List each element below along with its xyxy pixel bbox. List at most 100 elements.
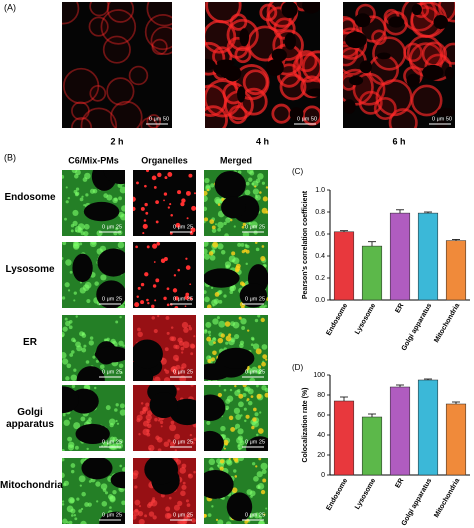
speckle xyxy=(139,410,144,415)
colocalized xyxy=(231,251,236,256)
cell xyxy=(151,38,168,56)
organelle xyxy=(163,199,165,202)
speckle xyxy=(190,344,196,349)
cell xyxy=(229,13,248,31)
speckle xyxy=(133,472,138,480)
speckle xyxy=(168,496,172,500)
speckle xyxy=(134,485,138,489)
speckle xyxy=(254,412,259,417)
speckle xyxy=(190,352,194,356)
scale-label: 0 μm 25 xyxy=(173,369,193,375)
speckle xyxy=(148,501,153,507)
organelle xyxy=(133,196,136,202)
nucleus xyxy=(94,346,125,363)
cell xyxy=(150,26,172,56)
scale-label: 0 μm 25 xyxy=(173,439,193,445)
speckle xyxy=(151,498,156,503)
speckle xyxy=(237,444,241,447)
cell xyxy=(62,2,80,25)
speckle xyxy=(217,519,224,524)
speckle xyxy=(151,316,155,320)
colocalized xyxy=(213,341,216,345)
cell xyxy=(88,16,109,37)
speckle xyxy=(254,318,259,323)
organelle xyxy=(181,198,186,203)
colocalized xyxy=(253,407,257,412)
micrograph: 0 μm 25 xyxy=(62,458,125,524)
speckle xyxy=(64,317,68,321)
speckle xyxy=(83,223,90,230)
micrograph: 0 μm 25 xyxy=(62,315,125,381)
nucleus xyxy=(144,458,179,485)
nucleus xyxy=(133,339,163,369)
speckle xyxy=(138,518,145,524)
speckle xyxy=(174,433,181,440)
cell xyxy=(442,42,455,65)
speckle xyxy=(62,503,65,506)
y-tick-label: 20 xyxy=(317,452,325,459)
scale-label: 0 μm 25 xyxy=(245,369,265,375)
cell xyxy=(140,117,158,128)
micrograph: 0 μm 50 xyxy=(343,2,455,128)
texture xyxy=(204,242,268,308)
colocalized xyxy=(262,478,267,483)
speckle xyxy=(181,351,184,354)
speckle xyxy=(134,499,141,506)
speckle xyxy=(260,462,268,470)
speckle xyxy=(96,500,99,503)
speckle xyxy=(205,321,212,328)
micrograph: 0 μm 25 xyxy=(133,242,196,308)
cell xyxy=(421,41,448,67)
speckle xyxy=(84,502,89,507)
speckle xyxy=(153,328,158,334)
speckle xyxy=(81,347,87,353)
colocalized xyxy=(247,329,250,332)
speckle xyxy=(73,422,81,430)
y-tick-label: 80 xyxy=(317,392,325,399)
cell xyxy=(106,2,135,23)
speckle xyxy=(182,481,186,485)
speckle xyxy=(75,315,78,318)
vacuole xyxy=(348,75,364,86)
speckle xyxy=(230,337,236,343)
colocalized xyxy=(211,225,216,230)
speckle xyxy=(186,503,191,507)
speckle xyxy=(182,518,188,524)
speckle xyxy=(96,230,103,236)
speckle xyxy=(242,392,247,398)
speckle xyxy=(211,299,218,306)
organelle xyxy=(185,190,191,196)
speckle xyxy=(250,221,258,229)
x-tick-label: Endosome xyxy=(325,302,349,337)
nucleus xyxy=(110,471,125,489)
vacuole xyxy=(220,68,232,79)
speckle xyxy=(62,174,65,179)
texture xyxy=(62,315,125,381)
speckle xyxy=(234,427,237,430)
vacuole xyxy=(345,31,367,49)
colocalized xyxy=(206,188,210,192)
speckle xyxy=(137,331,143,338)
speckle xyxy=(211,228,217,233)
speckle xyxy=(237,242,242,247)
micrograph: 0 μm 25 xyxy=(133,170,196,236)
colocalized xyxy=(261,207,268,214)
nucleus xyxy=(81,458,113,480)
speckle xyxy=(62,518,68,524)
organelle xyxy=(145,170,150,173)
speckle xyxy=(191,441,195,445)
speckle xyxy=(120,371,123,375)
speckle xyxy=(70,223,75,228)
speckle xyxy=(79,484,82,487)
colocalized xyxy=(211,357,215,362)
organelle xyxy=(185,265,191,270)
speckle xyxy=(240,243,245,247)
speckle xyxy=(166,331,170,335)
scale-label: 0 μm 25 xyxy=(102,512,122,518)
speckle xyxy=(70,374,78,381)
cell xyxy=(343,68,374,106)
speckle xyxy=(114,408,118,412)
organelle xyxy=(155,278,160,283)
organelle xyxy=(146,298,149,302)
speckle xyxy=(165,506,171,512)
